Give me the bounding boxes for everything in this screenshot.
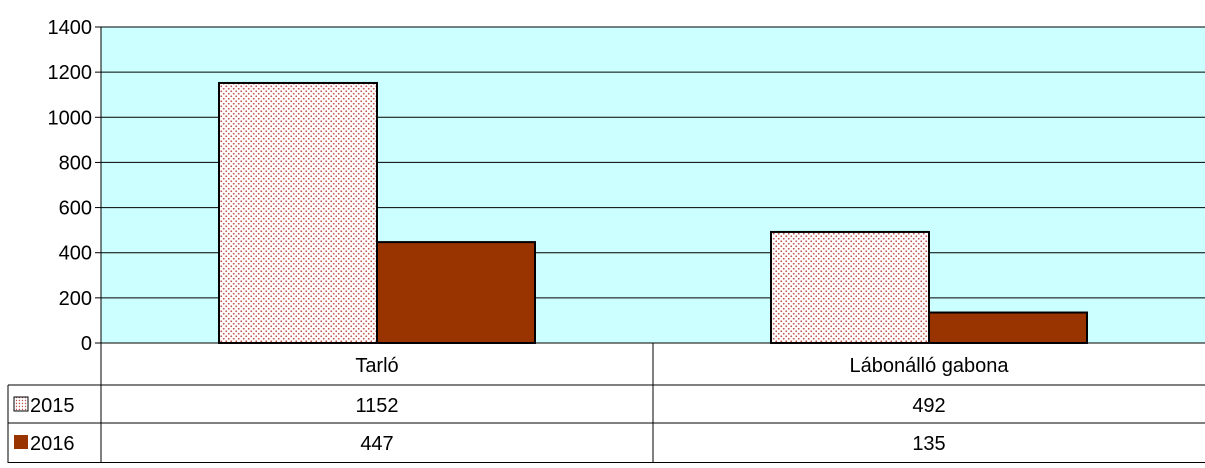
y-tick-label: 0 [81,333,92,355]
x-category-label: Lábonálló gabona [849,355,1009,377]
data-label: 1152 [355,395,398,417]
legend-swatch-2015 [13,396,29,412]
legend-label: 2016 [30,433,75,455]
x-category-label: Tarló [355,355,398,377]
y-tick-label: 400 [59,243,92,265]
legend-swatch-2016 [14,435,28,449]
y-tick-label: 600 [59,198,92,220]
bar-2015-tarlo [218,81,378,344]
data-table: Tarló Lábonálló gabona 2015 1152 492 2016 447 1… [7,343,1205,463]
legend-label: 2015 [30,395,75,417]
bar-2016-tarlo [376,241,536,344]
bar-2016-labonallo-gabona [928,311,1088,344]
bar-2015-labonallo-gabona [770,230,930,345]
y-tick-label: 1200 [48,62,93,84]
data-label: 492 [912,395,945,417]
bars [101,81,1205,345]
data-label: 135 [912,433,945,455]
y-tick-label: 1000 [48,107,93,129]
data-label: 447 [360,433,393,455]
y-tick-label: 1400 [48,17,93,39]
y-tick-label: 200 [59,288,92,310]
y-tick-label: 800 [59,152,92,174]
y-axis-ticks: 0 200 400 600 800 1000 1200 1400 [48,17,102,355]
